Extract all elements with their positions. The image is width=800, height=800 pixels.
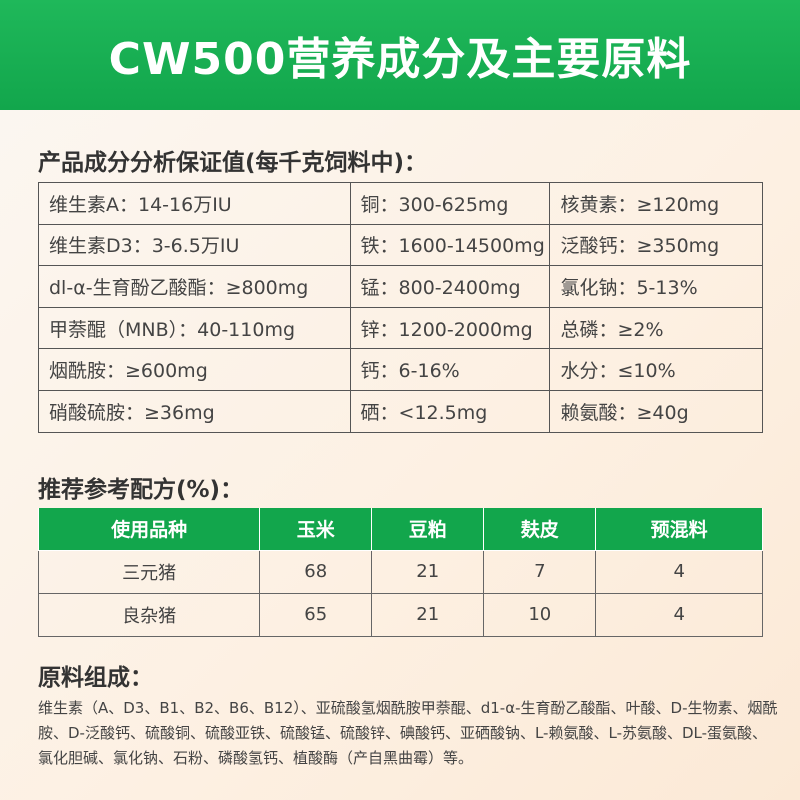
table-cell: 总磷：≥2%: [549, 306, 763, 350]
table-cell: 铁：1600-14500mg: [349, 223, 551, 267]
table-row: 三元猪 68 21 7 4: [37, 549, 763, 594]
table-cell: 21: [371, 549, 485, 594]
table-row: 维生素A：14-16万IU 铜：300-625mg 核黄素：≥120mg: [38, 182, 763, 225]
table-cell: dl-α-生育酚乙酸酯：≥800mg: [38, 265, 351, 308]
guarantee-heading: 产品成分分析保证值(每千克饲料中)：: [38, 150, 428, 176]
table-cell: 硒：<12.5mg: [349, 389, 551, 433]
table-row: 烟酰胺：≥600mg 钙：6-16% 水分：≤10%: [38, 348, 763, 391]
ingredients-text: 维生素（A、D3、B1、B2、B6、B12）、亚硫酸氢烟酰胺甲萘醌、d1-α-生…: [38, 699, 778, 767]
table-cell: 甲萘醌（MNB）：40-110mg: [38, 306, 351, 350]
table-cell: 7: [483, 549, 597, 594]
table-cell: 水分：≤10%: [549, 348, 763, 391]
table-cell: 钙：6-16%: [349, 348, 551, 391]
table-cell: 65: [259, 592, 373, 637]
table-cell: 三元猪: [37, 549, 261, 594]
table-cell: 氯化钠：5-13%: [549, 265, 763, 308]
formula-heading: 推荐参考配方(%)：: [38, 477, 244, 503]
formula-table: 使用品种 玉米 豆粕 麸皮 预混料 三元猪 68 21 7 4 良杂猪 65 21 10 4: [37, 508, 763, 637]
table-cell: 68: [259, 549, 373, 594]
column-header: 麸皮: [483, 508, 597, 551]
table-cell: 10: [483, 592, 597, 637]
column-header: 使用品种: [37, 508, 261, 551]
table-row: 甲萘醌（MNB）：40-110mg 锌：1200-2000mg 总磷：≥2%: [38, 306, 763, 350]
table-cell: 锰：800-2400mg: [349, 265, 551, 308]
table-cell: 维生素A：14-16万IU: [38, 182, 351, 225]
column-header: 预混料: [595, 508, 763, 551]
table-cell: 赖氨酸：≥40g: [549, 389, 763, 433]
table-cell: 核黄素：≥120mg: [549, 182, 763, 225]
table-cell: 硝酸硫胺：≥36mg: [38, 389, 351, 433]
table-cell: 锌：1200-2000mg: [349, 306, 551, 350]
table-row: 良杂猪 65 21 10 4: [37, 592, 763, 637]
table-cell: 泛酸钙：≥350mg: [549, 223, 763, 267]
table-cell: 4: [595, 592, 763, 637]
guarantee-table: 维生素A：14-16万IU 铜：300-625mg 核黄素：≥120mg 维生素D3：…: [38, 182, 763, 433]
table-row: dl-α-生育酚乙酸酯：≥800mg 锰：800-2400mg 氯化钠：5-13%: [38, 265, 763, 308]
ingredients-heading: 原料组成：: [38, 665, 153, 691]
table-cell: 21: [371, 592, 485, 637]
page-title: CW500营养成分及主要原料: [108, 34, 692, 85]
table-cell: 烟酰胺：≥600mg: [38, 348, 351, 391]
table-cell: 维生素D3：3-6.5万IU: [38, 223, 351, 267]
table-row: 硝酸硫胺：≥36mg 硒：<12.5mg 赖氨酸：≥40g: [38, 389, 763, 433]
table-cell: 4: [595, 549, 763, 594]
column-header: 豆粕: [371, 508, 485, 551]
table-cell: 铜：300-625mg: [349, 182, 551, 225]
table-row: 维生素D3：3-6.5万IU 铁：1600-14500mg 泛酸钙：≥350mg: [38, 223, 763, 267]
table-cell: 良杂猪: [37, 592, 261, 637]
title-banner: CW500营养成分及主要原料: [0, 0, 800, 110]
column-header: 玉米: [259, 508, 373, 551]
